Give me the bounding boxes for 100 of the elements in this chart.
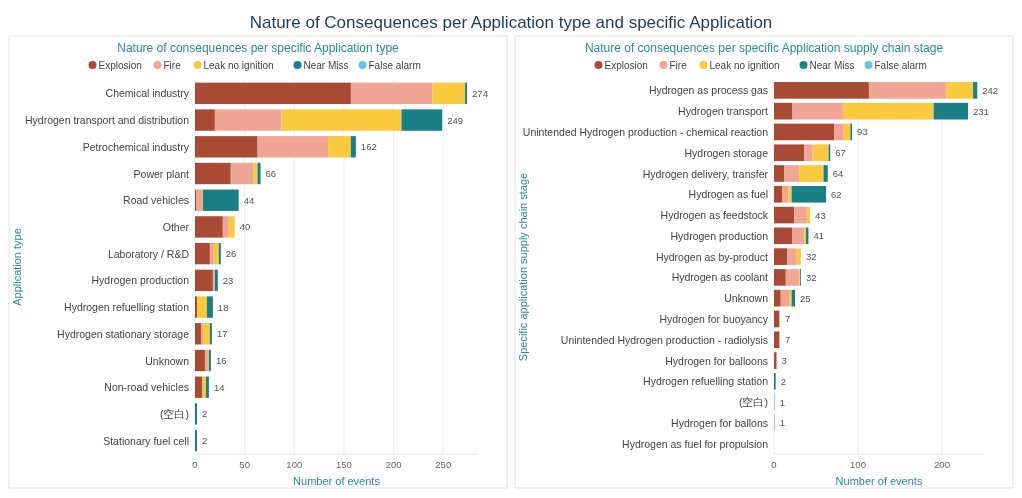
total-label: 7 [784,313,791,325]
bar [774,82,869,99]
total-label: 41 [813,230,825,242]
y-tick-label: Hydrogen production [91,274,190,287]
bar [774,352,777,369]
legend-label: Leak no ignition [203,60,274,71]
y-tick-label: Stationary fuel cell [103,434,189,447]
x-axis-title: Number of events [293,475,381,487]
x-tick-label: 150 [336,459,352,470]
chart-title: Nature of Consequences per Application type and specific Application [249,13,773,32]
legend-label: Explosion [604,60,648,71]
bar [281,109,402,131]
y-tick-label: Hydrogen refuelling station [64,301,190,314]
bar [195,136,258,158]
bar [195,162,231,185]
y-tick-label: Hydrogen as process gas [648,84,768,97]
bar [804,144,813,162]
bar [195,376,202,398]
y-tick-label: Hydrogen as coolant [671,271,769,284]
bar [202,323,210,345]
total-label: 64 [832,168,844,179]
bar [794,206,807,224]
x-tick-label: 200 [385,459,402,470]
total-label: 43 [815,209,826,221]
y-axis-title: Specific application supply chain stage [517,172,529,362]
y-tick-label: Hydrogen refuelling station [643,375,769,388]
y-tick-label: Hydrogen production [670,229,769,242]
bar [792,227,805,245]
bar [946,82,974,99]
x-tick-label: 0 [771,459,777,470]
x-tick-label: 250 [435,459,452,470]
x-tick-label: 0 [192,459,198,470]
bar [823,165,828,182]
y-tick-label: (空白) [160,407,189,420]
total-label: 25 [800,292,811,304]
bar [228,216,235,238]
total-label: 162 [360,141,377,153]
y-tick-label: Chemical industry [105,87,190,100]
bar [774,269,786,286]
bar [202,189,239,211]
bar [195,349,205,372]
y-tick-label: Unintended Hydrogen production - radiolysis [560,333,768,346]
total-label: 2 [201,435,208,447]
total-label: 1 [779,396,786,408]
total-label: 23 [222,274,234,286]
y-tick-label: Other [162,220,190,233]
bar [214,109,282,131]
bar [792,102,843,120]
y-tick-label: Unknown [145,354,190,367]
y-tick-label: Power plant [133,167,190,180]
bar [209,242,214,265]
bar [933,102,969,120]
x-tick-label: 50 [239,459,250,470]
bar [774,227,793,245]
total-label: 44 [243,194,255,206]
bar [812,144,829,162]
bar [350,136,356,158]
bar [206,296,213,318]
bar [785,269,800,286]
bar [328,136,351,158]
y-tick-label: Hydrogen delivery, transfer [642,167,769,180]
bar [796,248,801,265]
y-tick-label: Hydrogen transport and distribution [24,114,190,127]
bar [784,165,800,182]
bar [257,136,329,158]
y-tick-label: Laboratory / R&D [107,247,190,260]
bar [195,242,210,265]
y-tick-label: Non-road vehicles [104,381,189,394]
total-label: 3 [781,355,787,366]
total-label: 26 [225,248,237,260]
legend-label: False alarm [874,60,927,71]
y-tick-label: Road vehicles [123,194,189,207]
bar [774,310,780,328]
bar [774,185,783,203]
legend-label: Fire [163,60,182,71]
y-tick-label: Hydrogen for buoyancy [659,312,769,325]
total-label: 7 [784,334,791,346]
y-tick-label: (空白) [739,396,768,409]
y-tick-label: Hydrogen for ballons [671,416,768,429]
legend-label: Near Miss [303,60,349,71]
bar [195,189,202,211]
total-label: 2 [780,375,786,387]
y-tick-label: Unknown [724,292,769,305]
y-tick-label: Hydrogen as feedstock [660,209,769,222]
total-label: 274 [472,87,488,99]
bar [213,242,219,265]
y-tick-label: Unintended Hydrogen production - chemical reaction [522,125,769,138]
y-axis-title: Application type [11,228,23,306]
y-tick-label: Hydrogen as fuel [688,188,768,201]
y-tick-label: Hydrogen stationary storage [57,327,190,340]
x-axis-title: Number of events [835,475,923,487]
bar [799,165,824,182]
bar [774,289,781,307]
total-label: 93 [857,126,868,138]
total-label: 32 [805,251,817,263]
bar [253,162,258,185]
legend-label: Fire [669,60,688,71]
bar [787,248,797,265]
total-label: 1 [779,417,786,429]
bar [973,82,978,99]
